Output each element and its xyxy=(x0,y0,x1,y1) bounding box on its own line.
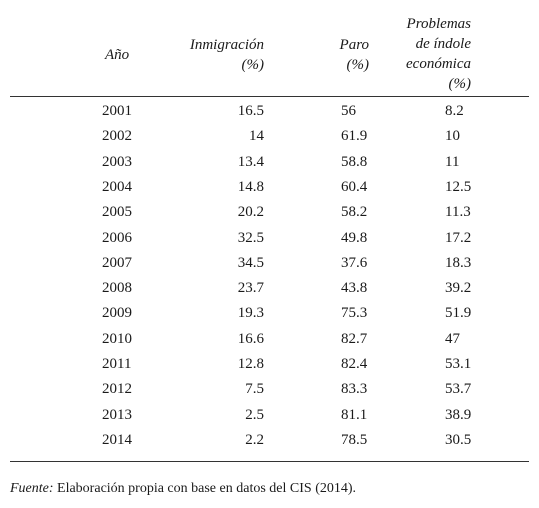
economic-problems-cell: 38.9 xyxy=(445,406,472,423)
table-row: 2004 14.8 60.4 12.5 xyxy=(0,176,539,201)
year-cell: 2006 xyxy=(102,229,132,246)
immigration-cell: 12.8 xyxy=(237,356,264,372)
unemployment-cell: 43.8 xyxy=(341,280,368,297)
source-note-year: (2014). xyxy=(311,481,357,496)
immigration-cell: 14 xyxy=(249,128,264,145)
year-cell: 2012 xyxy=(102,381,132,398)
table-row: 2006 32.5 49.8 17.2 xyxy=(0,227,539,252)
column-header-year: Año xyxy=(105,45,129,65)
table-row: 2010 16.6 82.7 47 xyxy=(0,328,539,353)
unemployment-cell: 37.6 xyxy=(341,254,368,271)
source-note: Fuente: Elaboración propia con base en d… xyxy=(10,481,356,497)
column-header-year-text: Año xyxy=(105,47,130,63)
unemployment-cell: 61.9 xyxy=(341,128,368,145)
immigration-cell: 19.3 xyxy=(237,305,264,322)
immigration-cell: 34.5 xyxy=(237,254,264,271)
table-row: 2013 2.5 81.1 38.9 xyxy=(0,404,539,429)
column-header-immigration: Inmigración (%) xyxy=(190,35,264,75)
economic-problems-cell: 30.5 xyxy=(445,431,472,448)
immigration-cell: 20.2 xyxy=(237,204,264,221)
immigration-cell: 16.5 xyxy=(237,103,264,119)
immigration-cell: 2.2 xyxy=(245,431,264,448)
year-cell: 2009 xyxy=(102,305,132,322)
unemployment-cell: 56 xyxy=(341,103,356,119)
economic-problems-cell: 47 xyxy=(445,330,460,347)
immigration-cell: 16.6 xyxy=(237,330,264,347)
year-cell: 2013 xyxy=(102,406,132,423)
year-cell: 2002 xyxy=(102,128,132,145)
unemployment-cell: 60.4 xyxy=(341,178,368,195)
table-row: 2003 13.4 58.8 11 xyxy=(0,151,539,176)
immigration-cell: 7.5 xyxy=(245,381,264,398)
economic-problems-cell: 51.9 xyxy=(445,305,472,322)
economic-problems-cell: 18.3 xyxy=(445,254,472,271)
unemployment-cell: 49.8 xyxy=(341,229,368,246)
economic-problems-cell: 10 xyxy=(445,128,460,145)
year-cell: 2011 xyxy=(102,356,132,372)
column-header-line: (%) xyxy=(241,57,265,73)
table-row: 2012 7.5 83.3 53.7 xyxy=(0,378,539,403)
year-cell: 2004 xyxy=(102,178,132,195)
column-header-line: Paro xyxy=(339,37,369,53)
economic-problems-cell: 39.2 xyxy=(445,280,472,297)
year-cell: 2014 xyxy=(102,431,132,448)
table-row: 2014 2.2 78.5 30.5 xyxy=(0,429,539,454)
immigration-cell: 13.4 xyxy=(237,153,264,170)
table-row: 2009 19.3 75.3 51.9 xyxy=(0,302,539,327)
economic-problems-cell: 17.2 xyxy=(445,229,472,246)
source-note-text: Elaboración propia con base en datos del xyxy=(53,481,290,496)
unemployment-cell: 58.8 xyxy=(341,153,368,170)
table-row: 2008 23.7 43.8 39.2 xyxy=(0,277,539,302)
unemployment-cell: 75.3 xyxy=(341,305,368,322)
column-header-line: económica xyxy=(406,56,471,72)
table-row: 2002 14 61.9 10 xyxy=(0,125,539,150)
column-header-unemployment: Paro (%) xyxy=(340,35,369,75)
table-row: 2011 12.8 82.4 53.1 xyxy=(0,353,539,378)
immigration-cell: 2.5 xyxy=(245,406,264,423)
table-bottom-rule xyxy=(10,461,529,462)
immigration-cell: 14.8 xyxy=(237,178,264,195)
year-cell: 2007 xyxy=(102,254,132,271)
unemployment-cell: 78.5 xyxy=(341,431,368,448)
economic-problems-cell: 8.2 xyxy=(445,103,464,119)
column-header-line: Inmigración xyxy=(189,37,264,53)
table-top-rule xyxy=(10,96,529,97)
year-cell: 2003 xyxy=(102,153,132,170)
table-row: 2005 20.2 58.2 11.3 xyxy=(0,201,539,226)
unemployment-cell: 82.7 xyxy=(341,330,368,347)
unemployment-cell: 83.3 xyxy=(341,381,368,398)
unemployment-cell: 58.2 xyxy=(341,204,368,221)
source-note-label: Fuente: xyxy=(10,481,54,496)
economic-problems-cell: 11.3 xyxy=(445,204,471,221)
economic-problems-cell: 11 xyxy=(445,153,460,170)
immigration-cell: 32.5 xyxy=(237,229,264,246)
economic-problems-cell: 53.7 xyxy=(445,381,472,398)
unemployment-cell: 82.4 xyxy=(341,356,368,372)
column-header-line: Problemas xyxy=(406,16,471,32)
column-header-line: (%) xyxy=(448,76,472,92)
source-note-abbr: CIS xyxy=(289,481,312,496)
year-cell: 2008 xyxy=(102,280,132,297)
table-row: 2001 16.5 56 8.2 xyxy=(0,100,539,125)
immigration-cell: 23.7 xyxy=(237,280,264,297)
table-row: 2007 34.5 37.6 18.3 xyxy=(0,252,539,277)
year-cell: 2001 xyxy=(102,103,132,119)
year-cell: 2010 xyxy=(102,330,132,347)
year-cell: 2005 xyxy=(102,204,132,221)
economic-problems-cell: 12.5 xyxy=(445,178,472,195)
column-header-line: de índole xyxy=(415,36,471,52)
column-header-economic-problems: Problemas de índole económica (%) xyxy=(406,14,471,94)
unemployment-cell: 81.1 xyxy=(341,406,368,423)
column-header-line: (%) xyxy=(346,57,370,73)
economic-problems-cell: 53.1 xyxy=(445,356,472,372)
